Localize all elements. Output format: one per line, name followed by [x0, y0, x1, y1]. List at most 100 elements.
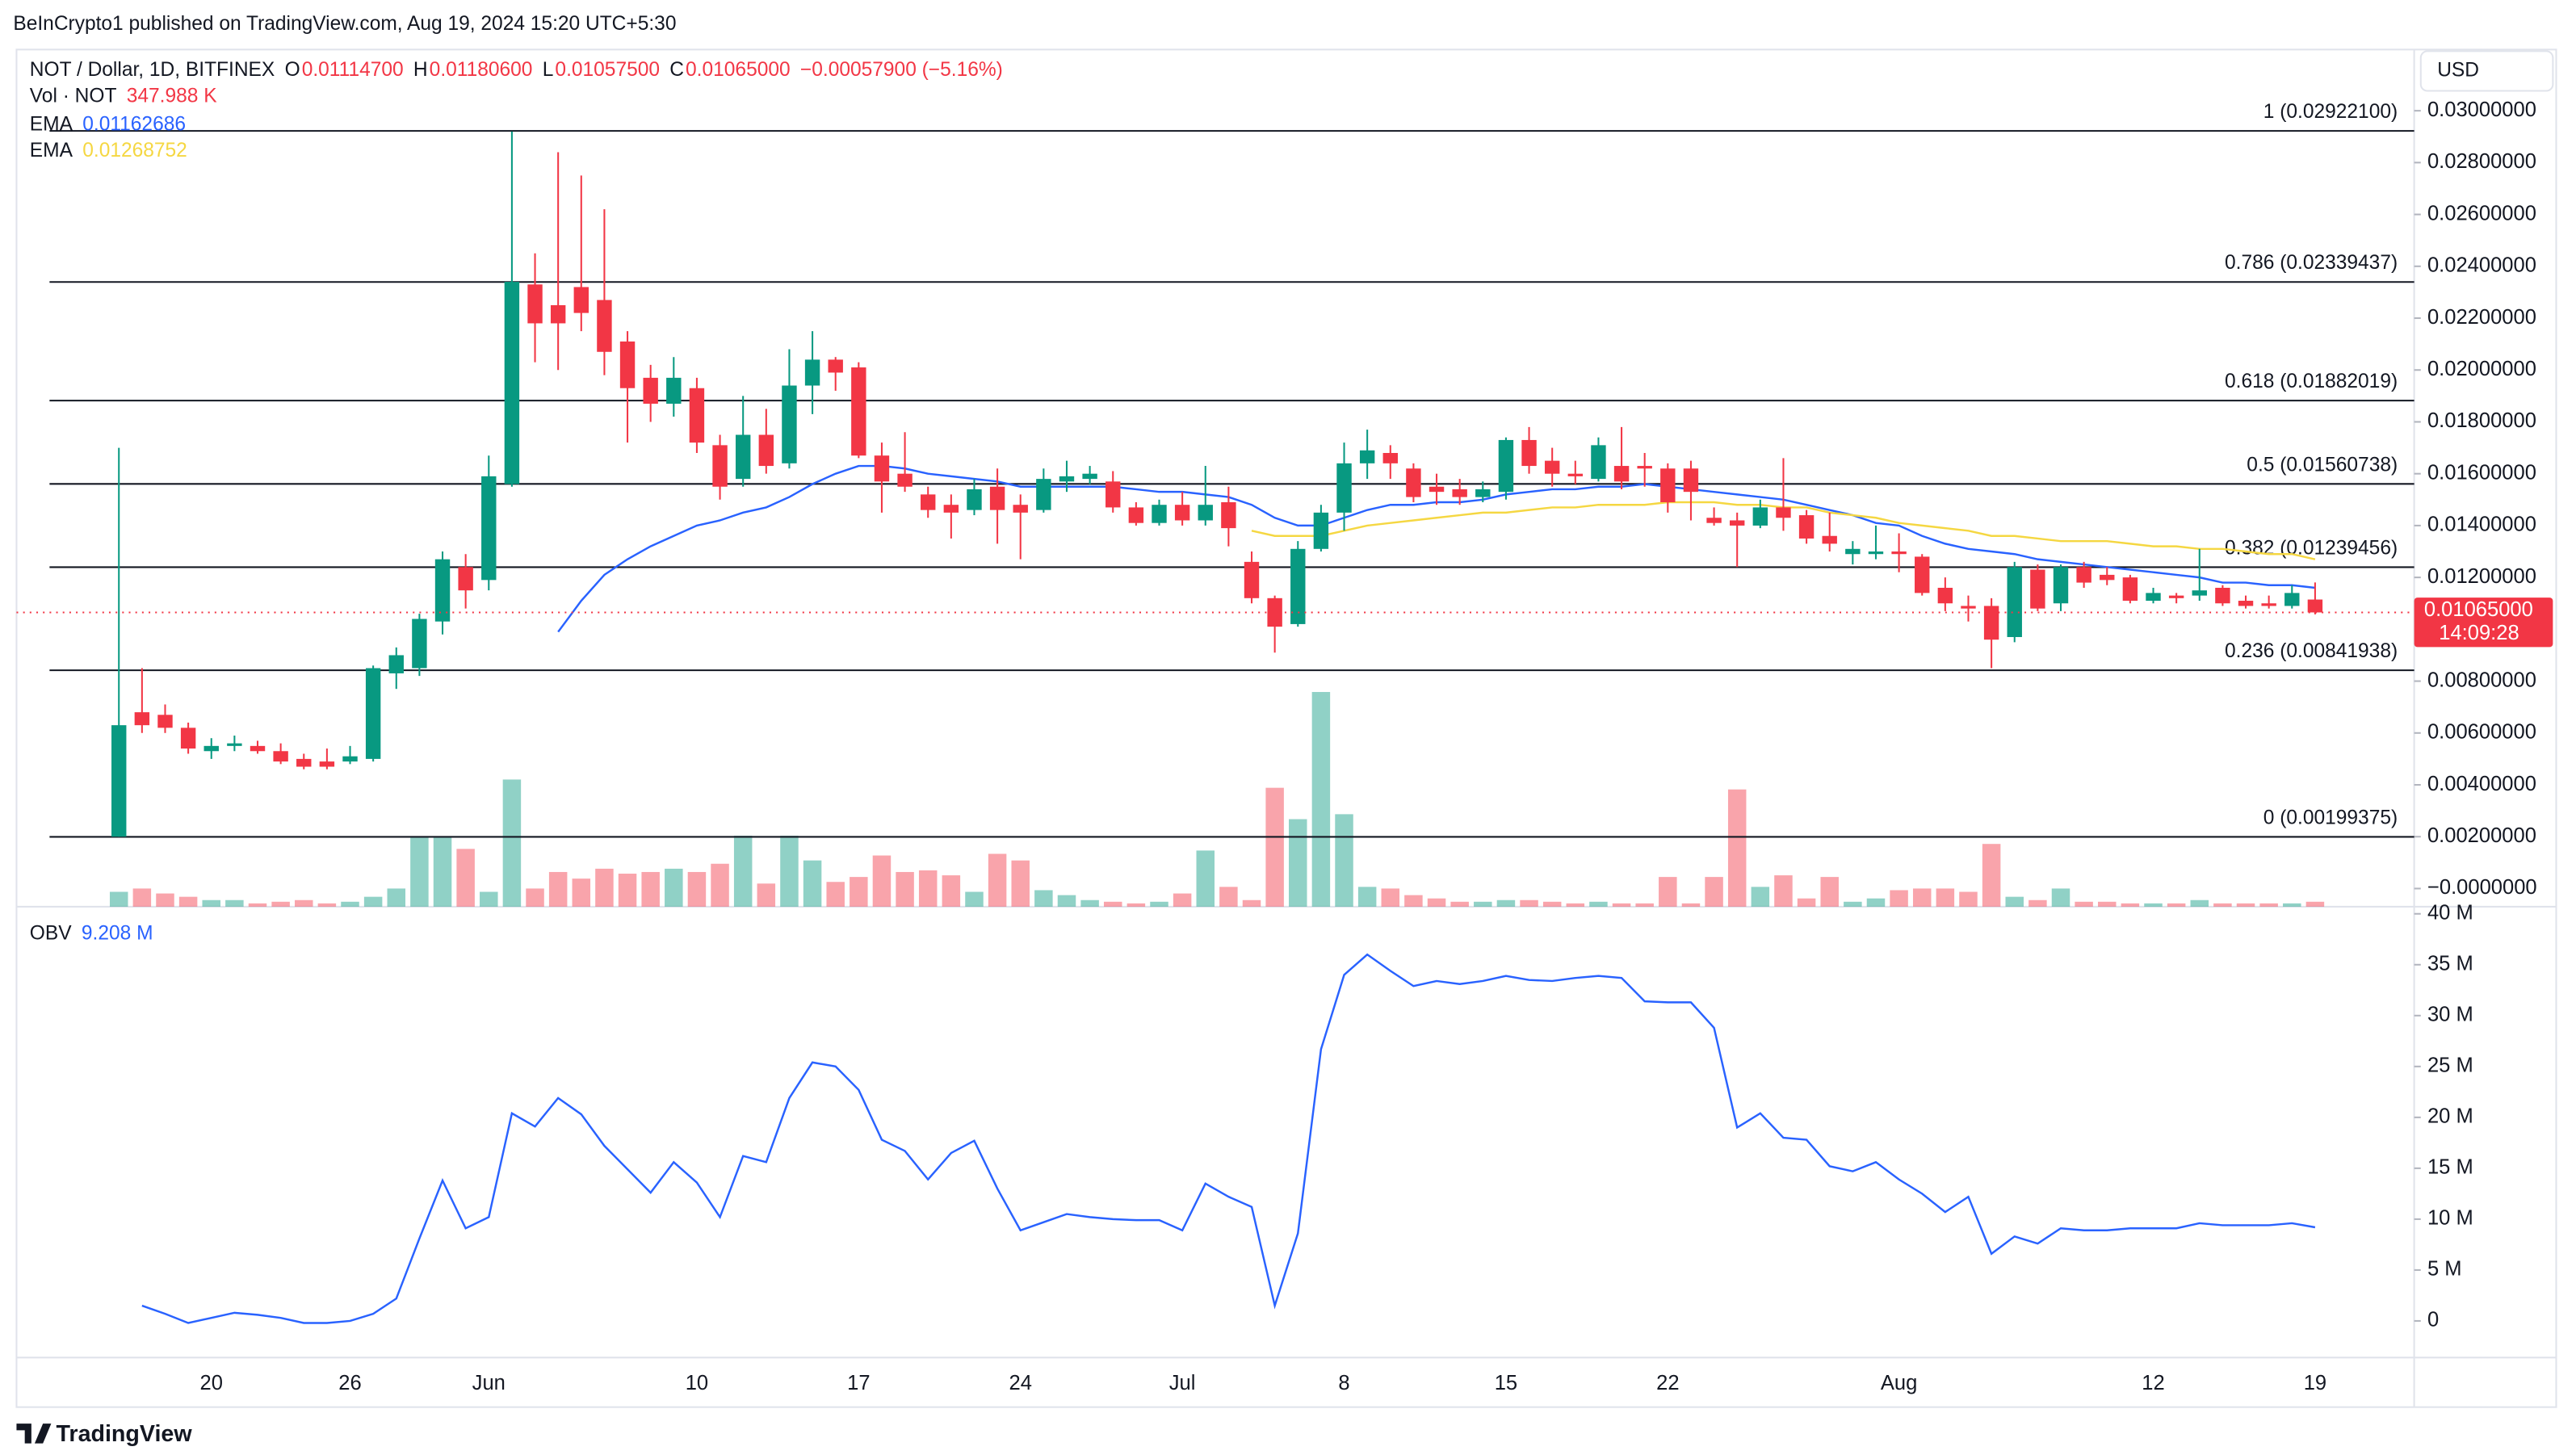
- volume-bar: [2259, 903, 2278, 907]
- candle-body: [1822, 535, 1837, 544]
- candle-body: [619, 341, 636, 388]
- candle-body: [1105, 481, 1121, 508]
- candle-body: [2146, 593, 2161, 602]
- change: −0.00057900 (−5.16%): [800, 59, 1003, 81]
- volume-bar: [850, 877, 868, 907]
- volume-bar: [965, 891, 984, 907]
- volume-bar: [618, 874, 637, 907]
- volume-bar: [1912, 888, 1932, 907]
- volume-bar: [1080, 899, 1099, 907]
- candle-body: [2284, 593, 2300, 606]
- candle-body: [758, 434, 774, 467]
- volume-bar: [572, 878, 591, 907]
- candle-body: [550, 304, 566, 324]
- currency-label[interactable]: USD: [2437, 59, 2479, 81]
- candle-body: [782, 385, 797, 463]
- candle-body: [1521, 439, 1537, 467]
- candle-body: [2007, 567, 2022, 637]
- candle-body: [296, 758, 312, 767]
- volume-bar: [918, 870, 938, 907]
- fib-label: 0.236 (0.00841938): [2225, 640, 2398, 662]
- x-tick-label: 24: [1009, 1372, 1032, 1394]
- x-tick-label: 17: [847, 1372, 870, 1394]
- volume-bar: [2121, 903, 2140, 907]
- x-tick-label: Jun: [472, 1372, 506, 1394]
- volume-bar: [132, 888, 152, 907]
- volume-bar: [2051, 888, 2070, 907]
- volume-bar: [156, 893, 174, 907]
- candle-body: [1429, 486, 1445, 493]
- candle-body: [1937, 587, 1953, 604]
- volume-bar: [757, 883, 776, 907]
- volume-bar: [1866, 898, 1886, 907]
- volume-bar: [2028, 899, 2047, 907]
- legend-row: EMA 0.01268752: [30, 140, 187, 162]
- volume-bar: [1450, 901, 1469, 907]
- ema-name: EMA: [30, 140, 73, 162]
- volume-bar: [1589, 901, 1608, 907]
- y-tick-label: 0.00400000: [2427, 773, 2536, 795]
- candle-body: [273, 751, 288, 762]
- candle-body: [874, 455, 890, 482]
- volume-bar: [1265, 787, 1284, 907]
- volume-bar: [178, 896, 198, 907]
- logo-icon: [16, 1424, 52, 1444]
- x-tick-label: 22: [1656, 1372, 1679, 1394]
- volume-bar: [2075, 901, 2093, 907]
- volume-bar: [456, 849, 475, 907]
- candle-body: [527, 284, 543, 324]
- volume-bar: [1612, 903, 1631, 907]
- volume-bar: [1427, 898, 1446, 907]
- ohlc-key: L: [543, 59, 554, 81]
- volume-bar: [1357, 887, 1377, 907]
- volume-bar: [109, 891, 128, 907]
- obv-name: OBV: [30, 923, 72, 945]
- candle-body: [712, 445, 728, 487]
- candle-body: [1613, 466, 1630, 482]
- y-tick-label: 0.02200000: [2427, 306, 2536, 329]
- y-tick-label: 0.00800000: [2427, 669, 2536, 691]
- volume-value: 347.988 K: [127, 86, 217, 107]
- currency-button[interactable]: [2419, 50, 2554, 92]
- candle-body: [1544, 460, 1560, 474]
- candle-body: [481, 476, 497, 581]
- volume-bar: [202, 899, 220, 907]
- obv-tick-label: 35 M: [2427, 953, 2473, 975]
- candle-body: [851, 367, 866, 456]
- volume-bar: [2144, 903, 2163, 907]
- published-note: BeInCrypto1 published on TradingView.com…: [13, 13, 676, 35]
- volume-bar: [1057, 895, 1076, 907]
- volume-bar: [1890, 890, 1908, 907]
- candle-body: [2307, 599, 2323, 613]
- candle-body: [1152, 505, 1167, 523]
- obv-tick-label: 0: [2427, 1309, 2439, 1331]
- y-tick-label: 0.00600000: [2427, 721, 2536, 744]
- candle-body: [2261, 603, 2276, 606]
- volume-bar: [2305, 901, 2325, 907]
- ohlc-key: C: [669, 59, 684, 81]
- y-tick-label: −0.0000000: [2427, 876, 2537, 899]
- obv-line: [141, 953, 2316, 1324]
- candle-body: [2076, 567, 2091, 583]
- volume-bar: [433, 837, 452, 907]
- legend-row: OBV 9.208 M: [30, 923, 153, 945]
- volume-bar: [1774, 875, 1793, 907]
- volume-bar: [1126, 903, 1146, 907]
- volume-bar: [2190, 899, 2209, 907]
- candle-body: [2168, 595, 2184, 598]
- obv-tick-label: 5 M: [2427, 1258, 2462, 1281]
- y-tick-label: 0.01600000: [2427, 461, 2536, 484]
- candle-body: [1174, 505, 1190, 521]
- volume-bar: [1496, 899, 1516, 907]
- volume-bar: [1474, 901, 1492, 907]
- volume-bar: [1727, 789, 1747, 907]
- volume-bar: [225, 899, 244, 907]
- candle-body: [1752, 507, 1768, 526]
- candle-body: [434, 559, 451, 622]
- fib-label: 1 (0.02922100): [2263, 101, 2398, 123]
- y-tick-label: 0.02000000: [2427, 358, 2536, 380]
- volume-bar: [1566, 903, 1585, 907]
- candle-body: [828, 359, 843, 373]
- candle-body: [203, 745, 219, 752]
